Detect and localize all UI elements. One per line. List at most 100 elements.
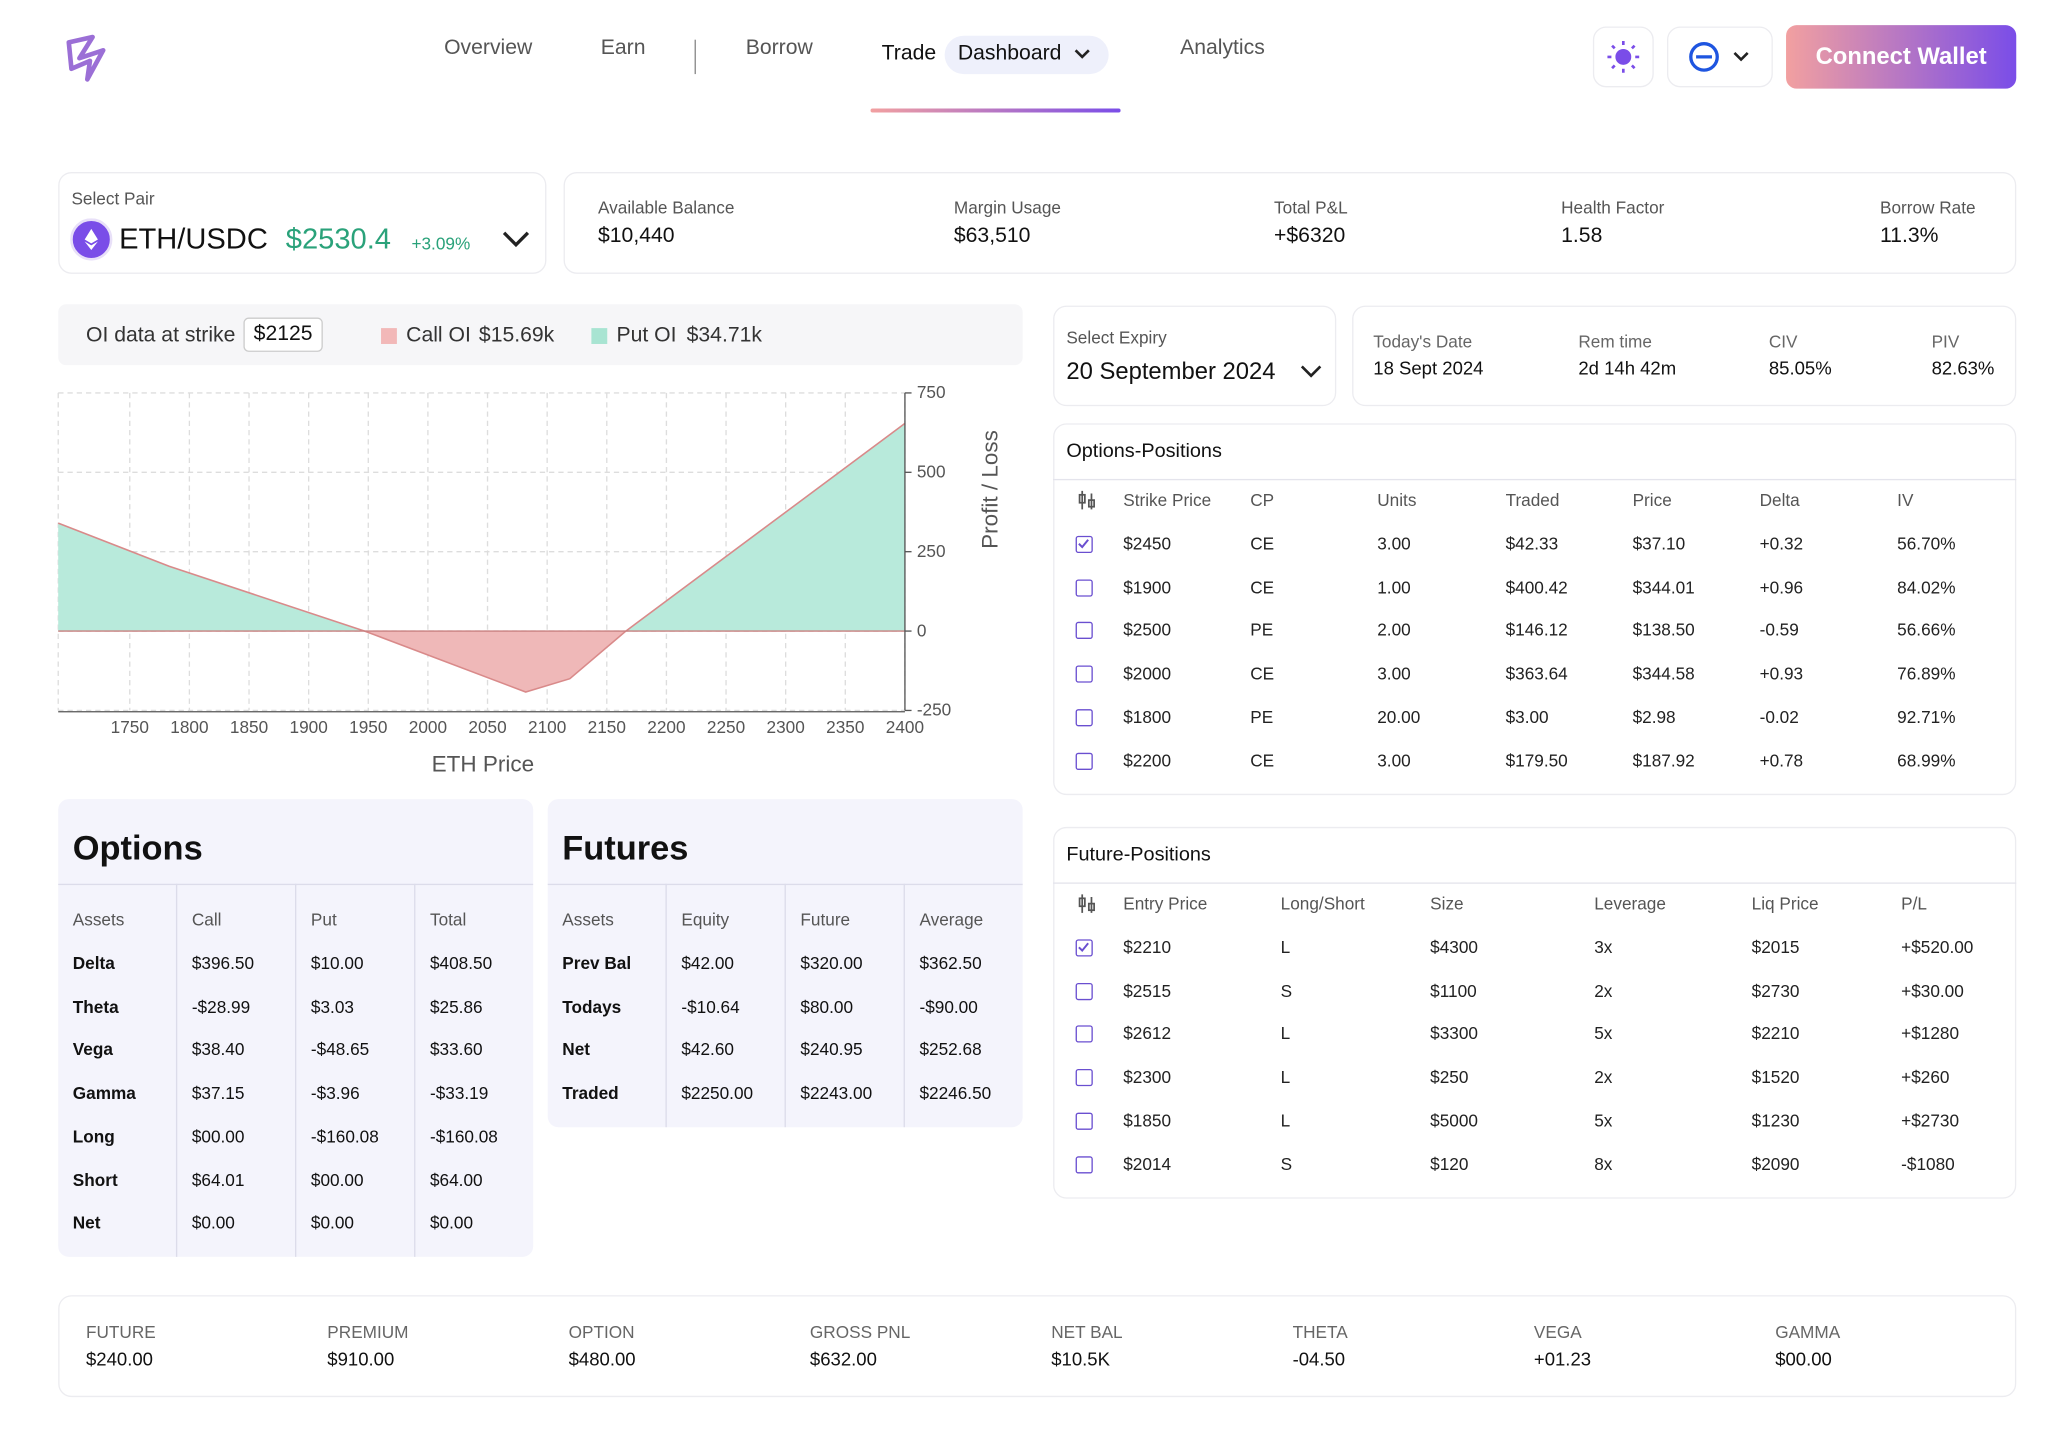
checkbox[interactable] (1075, 1112, 1093, 1130)
column-header: Units (1377, 490, 1417, 511)
table-cell: $320.00 (800, 953, 863, 974)
checkbox[interactable] (1075, 1155, 1093, 1173)
checkbox[interactable] (1075, 939, 1093, 957)
checkbox[interactable] (1075, 535, 1093, 554)
table-cell: $2090 (1751, 1153, 1800, 1174)
table-cell: $1900 (1123, 577, 1172, 597)
expiry-card[interactable] (1053, 305, 1337, 407)
table-cell: $42.60 (681, 1039, 734, 1060)
table-cell: $2300 (1123, 1067, 1172, 1087)
table-cell: 3.00 (1377, 663, 1411, 684)
checkbox[interactable] (1075, 665, 1093, 683)
col-divider (295, 883, 297, 1257)
stat-value: 2d 14h 42m (1578, 357, 1677, 379)
table-cell: +$2730 (1901, 1110, 1960, 1131)
checkbox[interactable] (1075, 752, 1093, 770)
expiry-value[interactable]: 20 September 2024 (1066, 357, 1276, 385)
oi-bar (58, 304, 1023, 366)
table-cell: -0.02 (1759, 706, 1799, 727)
footer-card (58, 1295, 2017, 1398)
table-cell: 20.00 (1377, 706, 1421, 727)
checkbox[interactable] (1075, 708, 1093, 727)
sort-icon[interactable] (1077, 490, 1098, 518)
network-button[interactable] (1666, 26, 1773, 88)
summary-label: FUTURE (85, 1322, 156, 1343)
table-cell: $408.50 (429, 953, 493, 974)
x-tick-label: 2100 (528, 717, 566, 737)
x-axis-label: ETH Price (432, 751, 534, 776)
column-header: Liq Price (1751, 893, 1819, 914)
expiry-dropdown[interactable] (1299, 363, 1323, 382)
card-title: Options-Positions (1066, 439, 1222, 463)
table-cell: PE (1250, 620, 1274, 641)
table-cell: $33.60 (429, 1039, 483, 1060)
table-cell: S (1280, 1153, 1293, 1174)
table-cell: L (1280, 1110, 1291, 1131)
sort-icon[interactable] (1077, 893, 1098, 921)
table-cell: $42.00 (681, 953, 734, 974)
summary-value: $480.00 (568, 1348, 636, 1370)
pair-dropdown[interactable] (501, 228, 530, 252)
logo[interactable] (64, 32, 117, 85)
nav-link[interactable]: Earn (600, 37, 646, 60)
table-cell: +0.96 (1759, 577, 1804, 597)
table-cell: 84.02% (1897, 577, 1956, 597)
table-cell: 2x (1594, 980, 1613, 1001)
table-cell: $0.00 (191, 1212, 235, 1233)
table-cell: $344.01 (1632, 577, 1695, 597)
table-cell: $37.10 (1632, 533, 1686, 554)
table-cell: $240.95 (800, 1039, 863, 1060)
x-tick-label: 1800 (170, 717, 208, 737)
connect-wallet-button[interactable] (1786, 25, 2017, 89)
table-cell: $10.00 (310, 953, 364, 974)
strike-box[interactable] (243, 317, 323, 352)
nav-underline (870, 108, 1121, 113)
table-cell: $1520 (1751, 1067, 1800, 1087)
table-cell: Net (72, 1212, 101, 1233)
checkbox[interactable] (1075, 579, 1093, 597)
table-cell: $2.98 (1632, 706, 1676, 727)
x-tick-label: 2250 (707, 717, 745, 737)
column-header: Delta (1759, 490, 1800, 511)
table-cell: Traded (562, 1082, 619, 1103)
checkbox[interactable] (1075, 622, 1093, 640)
legend-label: Call OI (406, 324, 471, 347)
table-cell: 2.00 (1377, 620, 1411, 641)
table-cell: $00.00 (310, 1169, 364, 1190)
table-cell: $0.00 (429, 1212, 474, 1233)
nav-link[interactable]: Overview (444, 37, 533, 60)
column-header: Traded (1505, 490, 1560, 511)
table-cell: CE (1250, 750, 1275, 770)
strike-value[interactable]: $2125 (253, 322, 313, 346)
x-tick-label: 2200 (647, 717, 685, 737)
table-cell: Vega (72, 1039, 113, 1060)
y-tick-label: -250 (917, 700, 951, 720)
summary-label: THETA (1292, 1322, 1348, 1343)
label: OI data at strike (85, 324, 236, 347)
table-cell: $25.86 (429, 996, 483, 1017)
card-title: Options (72, 827, 203, 868)
table-cell: $2210 (1751, 1023, 1800, 1044)
table-cell: $2450 (1123, 533, 1172, 554)
summary-label: GAMMA (1775, 1322, 1841, 1343)
stat-value: $63,510 (953, 224, 1031, 248)
table-cell: 1.00 (1377, 577, 1411, 597)
x-tick-label: 2300 (767, 717, 805, 737)
nav-dropdown[interactable]: Dashboard (957, 42, 1062, 65)
summary-value: $00.00 (1775, 1348, 1832, 1370)
table-cell: -$3.96 (310, 1082, 360, 1103)
checkbox[interactable] (1075, 1025, 1093, 1044)
nav-link[interactable]: Trade (881, 42, 937, 65)
table-cell: $2200 (1123, 750, 1172, 770)
table-cell: -$48.65 (310, 1039, 370, 1060)
table-cell: +$520.00 (1901, 937, 1974, 958)
checkbox[interactable] (1075, 982, 1093, 1000)
table-cell: CE (1250, 577, 1275, 597)
table-cell: Short (72, 1169, 118, 1190)
x-tick-label: 1850 (230, 717, 268, 737)
button-label[interactable]: Connect Wallet (1815, 42, 1987, 70)
nav-link[interactable]: Borrow (745, 37, 813, 60)
checkbox[interactable] (1075, 1069, 1093, 1087)
column-header: CP (1250, 490, 1275, 511)
nav-link[interactable]: Analytics (1180, 37, 1265, 60)
